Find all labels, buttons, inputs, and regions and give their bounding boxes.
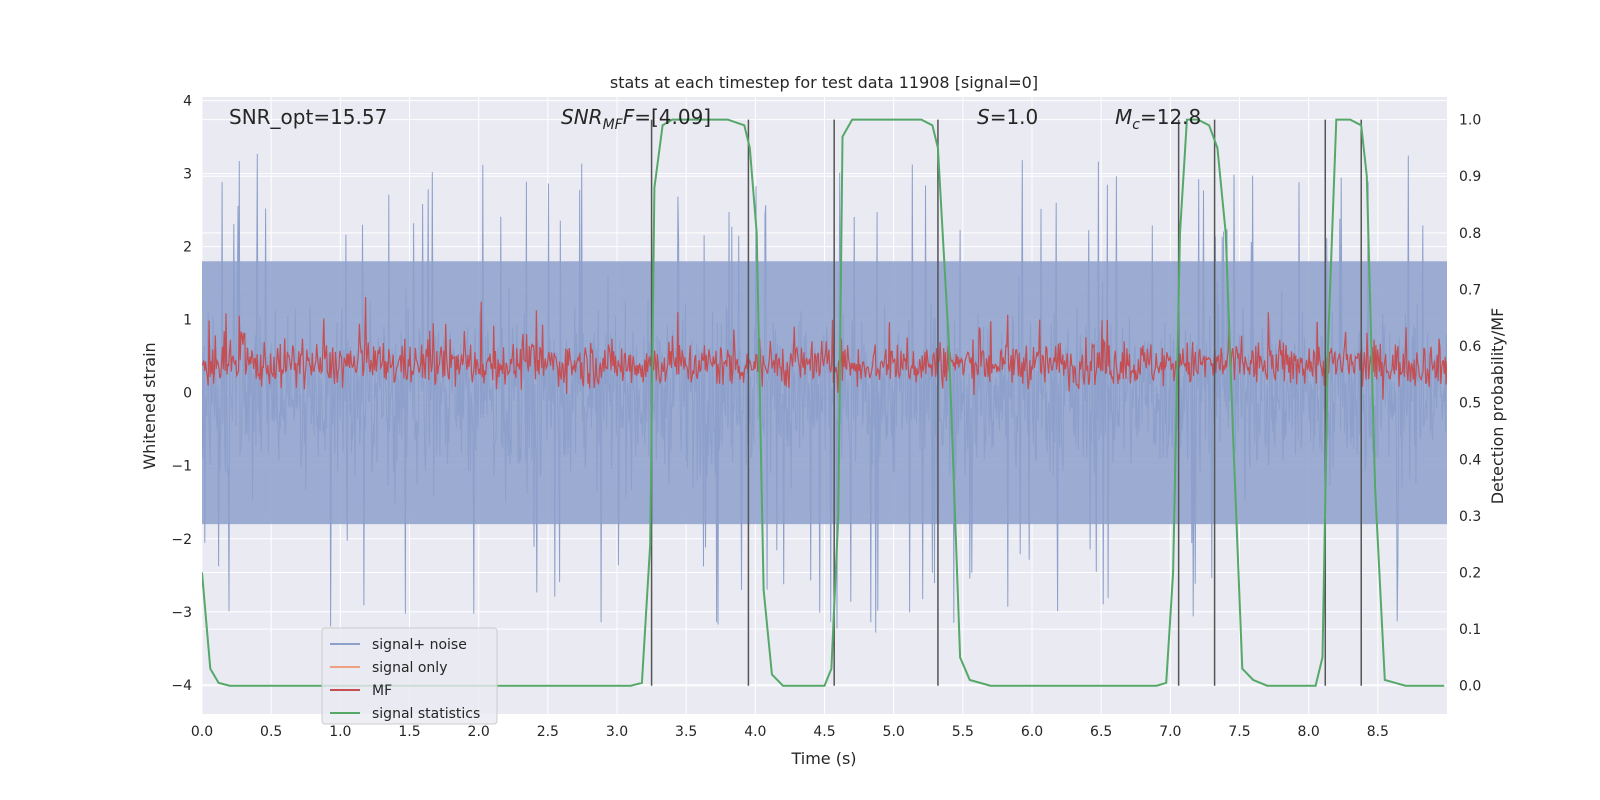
x-tick-label: 1.5: [398, 724, 420, 740]
x-tick-label: 0.0: [191, 724, 213, 740]
y-tick-label: 0: [183, 386, 192, 402]
snr-mf-value: =[4.09]: [634, 105, 711, 129]
x-tick-label: 8.0: [1298, 724, 1320, 740]
x-tick-label: 2.0: [468, 724, 490, 740]
chart-title: stats at each timestep for test data 119…: [610, 73, 1038, 92]
y-axis-label: Whitened strain: [140, 342, 159, 469]
y-tick-label: 3: [183, 167, 192, 183]
s-value: =1.0: [990, 105, 1039, 129]
x-tick-label: 0.5: [260, 724, 282, 740]
x-tick-label: 4.0: [744, 724, 766, 740]
x-tick-label: 4.5: [813, 724, 835, 740]
snr-mf-f: F: [623, 105, 635, 129]
x-tick-label: 6.5: [1090, 724, 1112, 740]
x-tick-label: 8.5: [1367, 724, 1389, 740]
s-annotation: S=1.0: [977, 105, 1038, 129]
y-tick-labels: −4 −3 −2 −1 0 1 2 3 4: [171, 94, 192, 694]
y-tick-label: −2: [171, 532, 192, 548]
s-main: S: [977, 105, 990, 129]
legend-box: [321, 627, 498, 725]
mf-series: [202, 296, 1447, 400]
y2-axis-label: Detection probability/MF: [1488, 308, 1507, 505]
snr-mf-sub: MF: [603, 117, 624, 133]
signal-statistics-series: [202, 118, 1445, 687]
x-tick-label: 7.0: [1159, 724, 1181, 740]
x-tick-label: 5.5: [952, 724, 974, 740]
y2-tick-label: 0.8: [1459, 226, 1481, 242]
y2-tick-label: 0.5: [1459, 396, 1481, 412]
mc-value: =12.8: [1140, 105, 1201, 129]
snr-mf-annotation: SNRMFF=[4.09]: [561, 105, 711, 133]
noise-line: [202, 153, 1447, 633]
y-tick-label: −1: [171, 459, 192, 475]
legend-label: signal+ noise: [372, 637, 467, 653]
y-tick-label: 4: [183, 94, 192, 110]
y2-tick-label: 0.2: [1459, 565, 1481, 581]
x-tick-labels: 0.0 0.5 1.0 1.5 2.0 2.5 3.0 3.5 4.0 4.5 5.0 5.5 6.0 6…: [191, 724, 1389, 740]
y2-tick-label: 0.0: [1459, 679, 1481, 695]
noise-series: [202, 153, 1447, 633]
x-tick-label: 2.5: [537, 724, 559, 740]
y2-tick-label: 0.4: [1459, 452, 1481, 468]
y2-tick-label: 0.7: [1459, 282, 1481, 298]
y-tick-label: 2: [183, 240, 192, 256]
y-tick-label: 1: [183, 313, 192, 329]
signal-statistics-line: [202, 118, 1445, 687]
y2-tick-labels: 0.0 0.1 0.2 0.3 0.4 0.5 0.6 0.7 0.8 0.9 1.0: [1459, 113, 1481, 695]
x-axis-label: Time (s): [790, 749, 856, 768]
x-tick-label: 6.0: [1021, 724, 1043, 740]
x-tick-label: 7.5: [1228, 724, 1250, 740]
legend: signal+ noise signal only MF signal statist…: [321, 627, 498, 725]
snr-mf-main: SNR: [561, 105, 603, 129]
y2-tick-label: 0.1: [1459, 622, 1481, 638]
mf-line: [202, 296, 1447, 400]
y2-tick-label: 0.9: [1459, 169, 1481, 185]
y2-tick-label: 1.0: [1459, 113, 1481, 129]
mc-main: M: [1115, 105, 1132, 129]
x-tick-label: 1.0: [329, 724, 351, 740]
y2-tick-label: 0.6: [1459, 339, 1481, 355]
x-tick-label: 5.0: [883, 724, 905, 740]
snr-opt-annotation: SNR_opt=15.57: [229, 105, 387, 129]
legend-label: MF: [372, 683, 392, 699]
y2-tick-label: 0.3: [1459, 509, 1481, 525]
x-tick-label: 3.0: [606, 724, 628, 740]
mc-sub: c: [1132, 117, 1140, 133]
legend-label: signal statistics: [372, 706, 480, 722]
y-tick-label: −3: [171, 605, 192, 621]
mc-annotation: Mc=12.8: [1115, 105, 1201, 133]
y-tick-label: −4: [171, 678, 192, 694]
x-tick-label: 3.5: [675, 724, 697, 740]
legend-label: signal only: [372, 660, 447, 676]
